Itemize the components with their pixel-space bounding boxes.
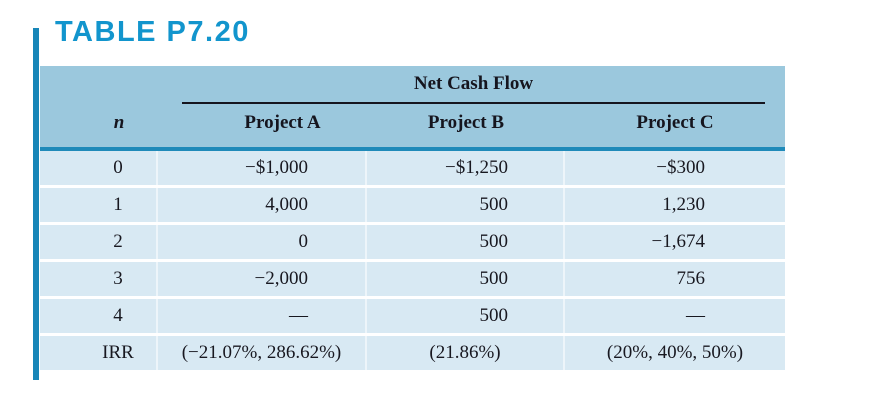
table-row: 0 −$1,000 −$1,250 −$300 [40, 151, 785, 185]
table-header: Net Cash Flow n Project A Project B Proj… [40, 66, 785, 147]
cell-project-a: — [158, 299, 367, 333]
group-header-net-cash-flow: Net Cash Flow [413, 73, 534, 94]
cell-n: 4 [40, 299, 158, 333]
table-row: 2 0 500 −1,674 [40, 225, 785, 259]
cell-project-a: 4,000 [158, 188, 367, 222]
cell-project-b: 500 [367, 262, 565, 296]
cell-project-b: 500 [367, 225, 565, 259]
cell-project-c: −$300 [656, 157, 705, 178]
cell-project-c: 1,230 [662, 194, 705, 215]
cell-project-a: 0 [158, 225, 367, 259]
cell-project-b: 500 [367, 299, 565, 333]
cell-project-a: −2,000 [158, 262, 367, 296]
column-header-project-b: Project B [427, 112, 505, 133]
group-header-rule [182, 102, 765, 104]
cell-n: 1 [40, 188, 158, 222]
cell-n: 3 [40, 262, 158, 296]
column-header-row: n Project A Project B Project C [40, 112, 785, 134]
cell-project-c: 756 [676, 268, 706, 289]
table-row: 1 4,000 500 1,230 [40, 188, 785, 222]
table-body: 0 −$1,000 −$1,250 −$300 1 4,000 500 1,23… [40, 151, 785, 370]
cell-project-c: — [686, 305, 705, 326]
cell-project-c: (20%, 40%, 50%) [606, 342, 744, 363]
column-header-n: n [113, 112, 125, 133]
cell-n: 2 [40, 225, 158, 259]
column-header-project-a: Project A [244, 112, 321, 133]
table-row-irr: IRR (−21.07%, 286.62%) (21.86%) (20%, 40… [40, 336, 785, 370]
cell-n: 0 [40, 151, 158, 185]
net-cash-flow-table: Net Cash Flow n Project A Project B Proj… [40, 66, 785, 373]
column-header-project-c: Project C [636, 112, 714, 133]
cell-project-b: −$1,250 [367, 151, 565, 185]
table-title: TABLE P7.20 [55, 16, 250, 48]
table-row: 4 — 500 — [40, 299, 785, 333]
cell-project-a: −$1,000 [158, 151, 367, 185]
cell-project-a: (−21.07%, 286.62%) [158, 336, 367, 370]
table-row: 3 −2,000 500 756 [40, 262, 785, 296]
header-separator [40, 147, 785, 151]
cell-project-b: 500 [367, 188, 565, 222]
cell-project-b: (21.86%) [367, 336, 565, 370]
cell-project-c: −1,674 [651, 231, 705, 252]
accent-bar [33, 28, 39, 380]
cell-irr-label: IRR [40, 336, 158, 370]
